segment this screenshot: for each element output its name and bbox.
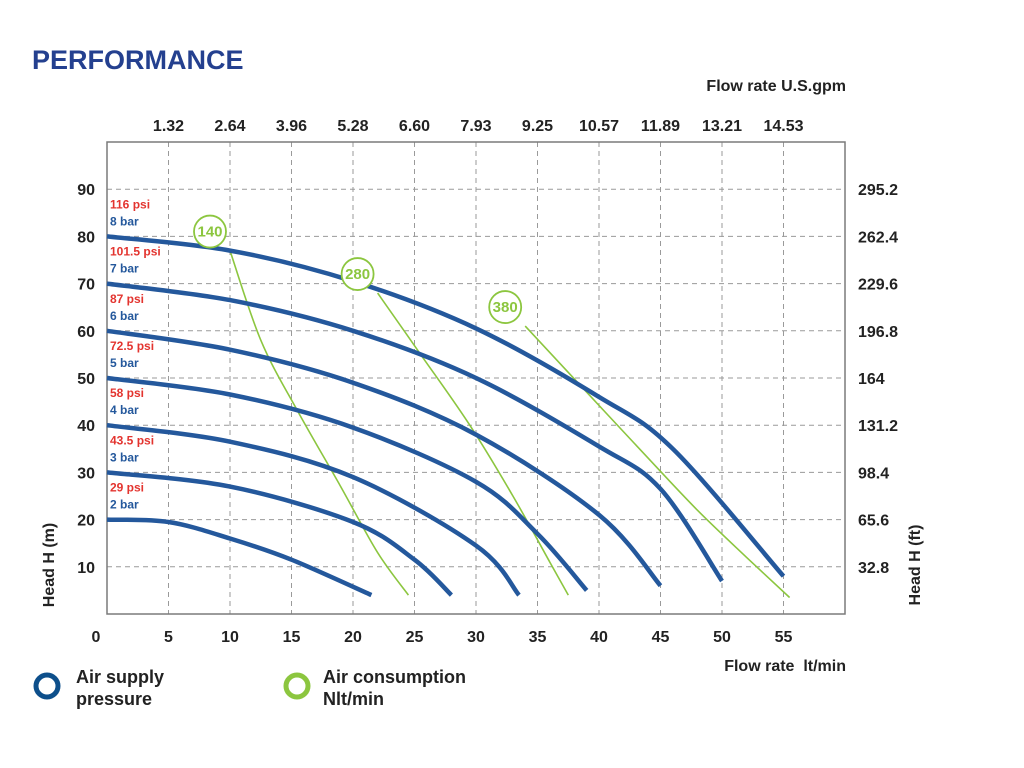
bottom-tick-label: 25 — [406, 629, 424, 646]
legend-pressure-marker — [33, 672, 61, 700]
pressure-curve-2-bar — [106, 517, 373, 598]
right-tick-label: 32.8 — [858, 560, 889, 577]
psi-label: 116 psi — [110, 197, 150, 211]
left-tick-label: 90 — [77, 182, 95, 199]
bottom-tick-label: 5 — [164, 629, 173, 646]
psi-label: 43.5 psi — [110, 433, 154, 447]
air-label-380: 380 — [493, 299, 518, 316]
right-axis-ticks: 32.8 65.6 98.4 131.2 164 196.8 229.6 262.4 295.2 — [858, 182, 898, 577]
pressure-curve-7-bar — [106, 281, 724, 583]
right-tick-label: 164 — [858, 371, 885, 388]
bottom-tick-label: 45 — [652, 629, 670, 646]
psi-label: 101.5 psi — [110, 245, 161, 259]
right-tick-label: 229.6 — [858, 277, 898, 294]
psi-label: 87 psi — [110, 292, 144, 306]
right-tick-label: 295.2 — [858, 182, 898, 199]
bottom-tick-label: 20 — [344, 629, 362, 646]
bar-label: 8 bar — [110, 214, 139, 228]
bar-label: 4 bar — [110, 403, 139, 417]
left-tick-label: 30 — [77, 465, 95, 482]
air-label-circle — [340, 257, 375, 291]
right-tick-label: 98.4 — [858, 465, 889, 482]
right-tick-label: 262.4 — [858, 229, 898, 246]
left-tick-label: 70 — [77, 277, 95, 294]
air-consumption-labels: 140 280 380 — [193, 214, 523, 324]
top-tick-label: 1.32 — [153, 118, 184, 135]
legend-pressure-label-2: pressure — [76, 689, 152, 709]
bottom-tick-label: 10 — [221, 629, 239, 646]
bottom-axis-ticks: 0 5 10 15 20 25 30 35 40 45 50 55 — [92, 629, 793, 646]
chart-title: PERFORMANCE — [32, 45, 244, 75]
air-curve-380 — [524, 325, 791, 599]
top-axis-ticks: 1.32 2.64 3.96 5.28 6.60 7.93 9.25 10.57 11.89 13… — [153, 118, 804, 135]
pressure-curve-3-bar — [106, 470, 453, 597]
bar-label: 2 bar — [110, 498, 139, 512]
left-tick-label: 50 — [77, 371, 95, 388]
bottom-tick-label: 15 — [283, 629, 301, 646]
left-tick-label: 40 — [77, 418, 95, 435]
right-tick-label: 65.6 — [858, 513, 889, 530]
bottom-tick-label: 40 — [590, 629, 608, 646]
legend-air-label-1: Air consumption — [323, 667, 466, 687]
psi-label: 29 psi — [110, 481, 144, 495]
bottom-tick-label: 50 — [713, 629, 731, 646]
pressure-curve-5-bar — [106, 375, 589, 592]
pressure-labels: 116 psi 8 bar 101.5 psi 7 bar 87 psi 6 bar 72.… — [110, 197, 161, 511]
top-tick-label: 2.64 — [214, 118, 245, 135]
psi-label: 72.5 psi — [110, 339, 154, 353]
bottom-axis-title: Flow rate lt/min — [724, 658, 846, 675]
top-tick-label: 7.93 — [460, 118, 491, 135]
top-tick-label: 14.53 — [763, 118, 803, 135]
bar-label: 3 bar — [110, 450, 139, 464]
right-tick-label: 131.2 — [858, 418, 898, 435]
air-label-circle — [193, 214, 227, 249]
air-curve-140 — [229, 250, 410, 596]
left-tick-label: 20 — [77, 513, 95, 530]
top-tick-label: 10.57 — [579, 118, 619, 135]
bottom-tick-label: 0 — [92, 629, 101, 646]
bottom-tick-label: 30 — [467, 629, 485, 646]
pressure-curve-4-bar — [106, 422, 521, 597]
grid — [107, 142, 845, 614]
bottom-tick-label: 55 — [775, 629, 793, 646]
top-tick-label: 3.96 — [276, 118, 307, 135]
legend: Air supply pressure Air consumption Nlt/… — [33, 667, 466, 709]
air-label-circle — [488, 290, 523, 324]
left-tick-label: 60 — [77, 324, 95, 341]
top-tick-label: 13.21 — [702, 118, 742, 135]
pressure-curve-6-bar — [106, 328, 663, 588]
air-curve-280 — [376, 292, 569, 596]
air-label-280: 280 — [345, 266, 370, 283]
legend-pressure-label-1: Air supply — [76, 667, 164, 687]
left-axis-ticks: 10 20 30 40 50 60 70 80 90 — [77, 182, 95, 577]
bar-label: 6 bar — [110, 309, 139, 323]
psi-label: 58 psi — [110, 386, 144, 400]
left-tick-label: 10 — [77, 560, 95, 577]
right-tick-label: 196.8 — [858, 324, 898, 341]
bottom-tick-label: 35 — [529, 629, 547, 646]
top-tick-label: 9.25 — [522, 118, 553, 135]
top-tick-label: 11.89 — [641, 118, 680, 135]
air-label-140: 140 — [197, 224, 222, 241]
top-axis-title: Flow rate U.S.gpm — [706, 78, 846, 95]
top-tick-label: 5.28 — [337, 118, 368, 135]
right-axis-title: Head H (ft) — [907, 525, 924, 606]
legend-air-marker — [283, 672, 311, 700]
bar-label: 7 bar — [110, 262, 139, 276]
pressure-curve-8-bar — [106, 234, 786, 578]
left-axis-title: Head H (m) — [41, 523, 58, 607]
pressure-curves — [106, 234, 786, 598]
legend-air-label-2: Nlt/min — [323, 689, 384, 709]
left-tick-label: 80 — [77, 229, 95, 246]
bar-label: 5 bar — [110, 356, 139, 370]
top-tick-label: 6.60 — [399, 118, 430, 135]
